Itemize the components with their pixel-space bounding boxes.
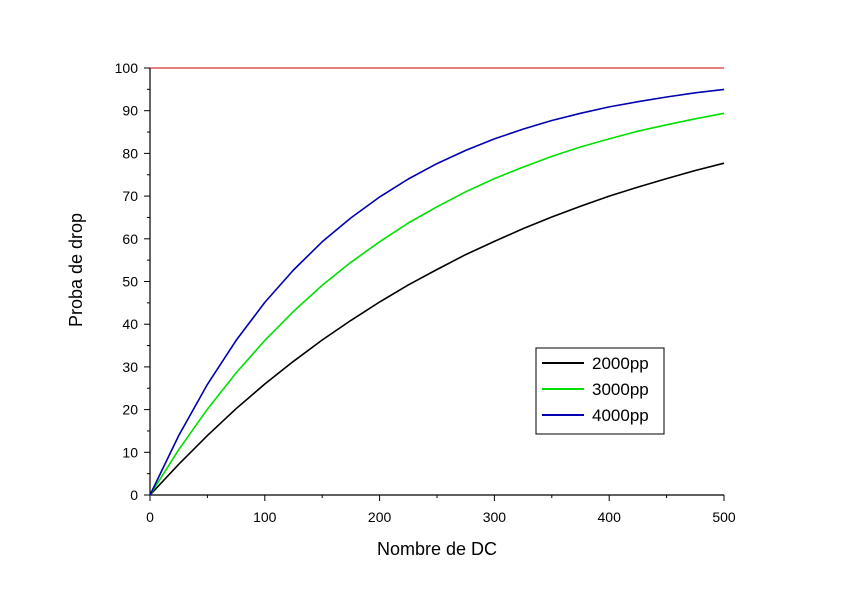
y-tick-label: 100 [115,60,139,76]
y-tick-label: 90 [122,103,138,119]
x-tick-label: 400 [598,509,622,525]
legend: 2000pp 3000pp 4000pp [535,347,665,435]
legend-label: 4000pp [592,406,649,425]
legend-label: 2000pp [592,354,649,373]
y-tick-label: 40 [122,316,138,332]
y-tick-label: 60 [122,231,138,247]
y-tick-label: 30 [122,359,138,375]
series-line-4000pp [149,88,725,496]
y-axis-title: Proba de drop [66,213,86,327]
series-line-3000pp [149,112,725,496]
series-line-2000pp [149,162,725,496]
x-tick-label: 0 [146,509,154,525]
series-layer [149,67,725,496]
y-tick-label: 10 [122,444,138,460]
axes: 0 100 200 300 400 500 0 10 20 30 40 50 60 70 80 90 100 [115,60,736,525]
x-tick-label: 100 [253,509,277,525]
y-tick-label: 0 [130,487,138,503]
y-tick-label: 80 [122,145,138,161]
y-tick-label: 70 [122,188,138,204]
x-axis-title: Nombre de DC [377,539,497,559]
y-tick-label: 50 [122,274,138,290]
y-tick-label: 20 [122,402,138,418]
legend-label: 3000pp [592,380,649,399]
x-tick-label: 500 [712,509,736,525]
x-tick-label: 300 [483,509,507,525]
x-tick-label: 200 [368,509,392,525]
